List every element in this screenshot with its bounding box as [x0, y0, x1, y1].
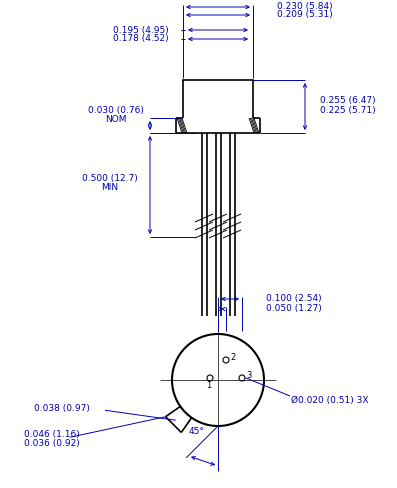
Text: 0.050 (1.27): 0.050 (1.27): [266, 305, 322, 313]
Text: NOM: NOM: [105, 115, 127, 123]
Text: 0.209 (5.31): 0.209 (5.31): [277, 11, 333, 20]
Text: 0.225 (5.71): 0.225 (5.71): [320, 106, 376, 115]
Text: 0.500 (12.7): 0.500 (12.7): [82, 174, 138, 183]
Text: 0.230 (5.84): 0.230 (5.84): [277, 1, 333, 11]
Text: 2: 2: [230, 352, 236, 362]
Text: 0.255 (6.47): 0.255 (6.47): [320, 96, 376, 105]
Text: 0.038 (0.97): 0.038 (0.97): [34, 404, 90, 413]
Text: 0.178 (4.52): 0.178 (4.52): [113, 35, 169, 43]
Text: 0.046 (1.16): 0.046 (1.16): [24, 430, 80, 439]
Text: 0.195 (4.95): 0.195 (4.95): [113, 25, 169, 35]
Text: 45°: 45°: [188, 427, 204, 436]
Text: Ø0.020 (0.51) 3X: Ø0.020 (0.51) 3X: [291, 395, 369, 405]
Text: 1: 1: [206, 382, 212, 390]
Text: 0.100 (2.54): 0.100 (2.54): [266, 294, 322, 304]
Text: 0.036 (0.92): 0.036 (0.92): [24, 439, 80, 448]
Text: 3: 3: [246, 371, 252, 381]
Text: MIN: MIN: [102, 183, 119, 192]
Text: 0.030 (0.76): 0.030 (0.76): [88, 106, 144, 116]
